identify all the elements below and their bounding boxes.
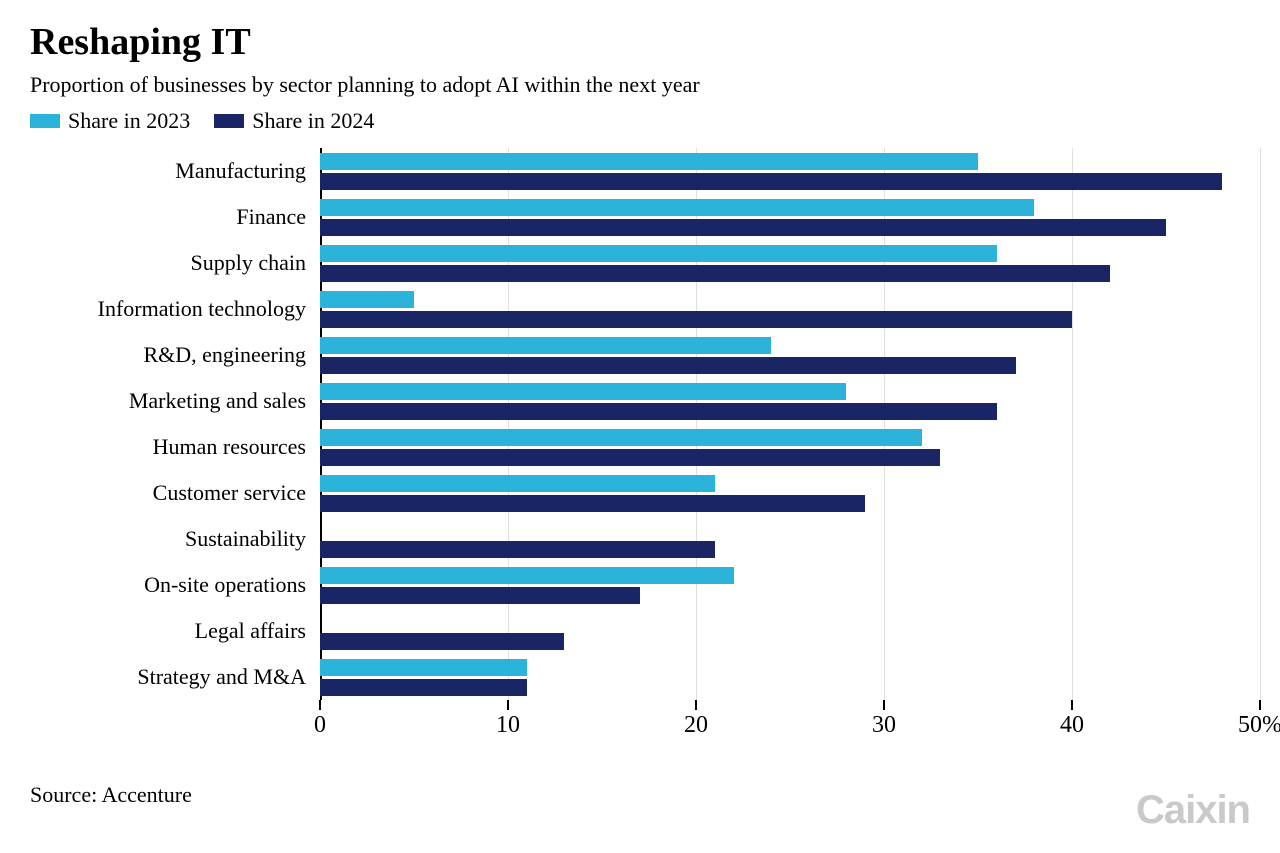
chart-plot-area: 01020304050%ManufacturingFinanceSupply c… bbox=[30, 148, 1250, 760]
category-label: Human resources bbox=[30, 434, 320, 460]
bar-2023 bbox=[320, 291, 414, 308]
bar-2023 bbox=[320, 383, 846, 400]
category-label: Customer service bbox=[30, 480, 320, 506]
x-tick-mark bbox=[1259, 700, 1261, 710]
brand-watermark: Caixin bbox=[1136, 788, 1250, 833]
bar-2024 bbox=[320, 357, 1016, 374]
category-label: Sustainability bbox=[30, 526, 320, 552]
bar-2024 bbox=[320, 495, 865, 512]
x-tick-label: 30 bbox=[872, 712, 896, 739]
x-tick-label: 0 bbox=[314, 712, 326, 739]
category-label: Legal affairs bbox=[30, 618, 320, 644]
category-label: Supply chain bbox=[30, 250, 320, 276]
category-label: R&D, engineering bbox=[30, 342, 320, 368]
category-label: Marketing and sales bbox=[30, 388, 320, 414]
chart: 01020304050%ManufacturingFinanceSupply c… bbox=[30, 148, 1250, 760]
legend-item-2023: Share in 2023 bbox=[30, 108, 190, 134]
legend-label-2024: Share in 2024 bbox=[252, 108, 374, 134]
bar-2024 bbox=[320, 449, 940, 466]
legend-label-2023: Share in 2023 bbox=[68, 108, 190, 134]
category-label: Information technology bbox=[30, 296, 320, 322]
bar-2024 bbox=[320, 311, 1072, 328]
category-label: Strategy and M&A bbox=[30, 664, 320, 690]
x-tick-label: 10 bbox=[496, 712, 520, 739]
x-tick-label: 50% bbox=[1238, 712, 1280, 739]
bar-2023 bbox=[320, 475, 715, 492]
legend-swatch-2024 bbox=[214, 114, 244, 128]
category-row: Strategy and M&A bbox=[30, 654, 1250, 700]
x-tick-mark bbox=[507, 700, 509, 710]
legend-item-2024: Share in 2024 bbox=[214, 108, 374, 134]
bar-2024 bbox=[320, 403, 997, 420]
category-label: Finance bbox=[30, 204, 320, 230]
x-tick-mark bbox=[319, 700, 321, 710]
bar-2023 bbox=[320, 153, 978, 170]
bar-2023 bbox=[320, 199, 1034, 216]
x-tick-mark bbox=[695, 700, 697, 710]
bar-2024 bbox=[320, 633, 564, 650]
x-tick-mark bbox=[1071, 700, 1073, 710]
bar-2023 bbox=[320, 659, 527, 676]
bar-2024 bbox=[320, 587, 640, 604]
legend: Share in 2023 Share in 2024 bbox=[30, 108, 1250, 134]
bar-2024 bbox=[320, 679, 527, 696]
bar-2023 bbox=[320, 337, 771, 354]
chart-subtitle: Proportion of businesses by sector plann… bbox=[30, 72, 1250, 98]
x-tick-label: 20 bbox=[684, 712, 708, 739]
x-tick-label: 40 bbox=[1060, 712, 1084, 739]
source-text: Source: Accenture bbox=[30, 782, 1250, 808]
bar-2023 bbox=[320, 429, 922, 446]
bar-2024 bbox=[320, 265, 1110, 282]
x-tick-mark bbox=[883, 700, 885, 710]
legend-swatch-2023 bbox=[30, 114, 60, 128]
category-row: Legal affairs bbox=[30, 608, 1250, 654]
bar-2024 bbox=[320, 173, 1222, 190]
gridline bbox=[1260, 148, 1261, 700]
category-label: Manufacturing bbox=[30, 158, 320, 184]
chart-title: Reshaping IT bbox=[30, 20, 1250, 64]
bar-2024 bbox=[320, 219, 1166, 236]
category-label: On-site operations bbox=[30, 572, 320, 598]
bar-2024 bbox=[320, 541, 715, 558]
bar-2023 bbox=[320, 245, 997, 262]
bar-2023 bbox=[320, 567, 734, 584]
